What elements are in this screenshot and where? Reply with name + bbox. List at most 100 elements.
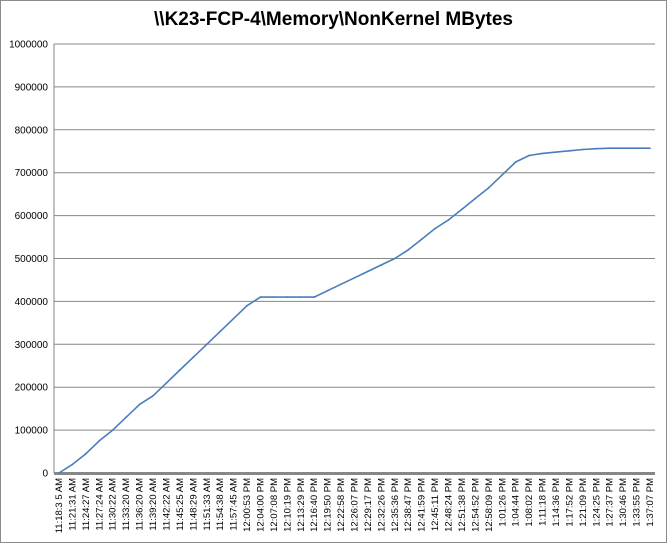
data-point xyxy=(581,148,584,151)
x-tick-label: 12:48:24 PM xyxy=(444,478,455,532)
data-point xyxy=(474,197,477,200)
x-tick-label: 11:39:20 AM xyxy=(148,478,159,531)
data-point xyxy=(84,452,87,455)
x-tick-label: 1:21:09 PM xyxy=(578,478,589,527)
x-tick-label: 1:30:46 PM xyxy=(618,478,629,527)
x-tick-label: 11:54:38 AM xyxy=(215,478,226,531)
x-tick-label: 11:33:20 AM xyxy=(121,478,132,531)
x-tick-label: 1:33:55 PM xyxy=(632,478,643,527)
x-tick-label: 1:17:52 PM xyxy=(564,478,575,527)
data-point xyxy=(568,149,571,152)
chart-title: \\K23-FCP-4\Memory\NonKernel MBytes xyxy=(154,9,513,30)
data-point xyxy=(125,416,128,419)
x-tick-label: 12:29:17 PM xyxy=(363,478,374,532)
data-point xyxy=(380,264,383,266)
x-tick-label: 12:00:53 PM xyxy=(242,478,253,532)
data-point xyxy=(326,289,329,292)
data-point xyxy=(514,161,517,163)
x-axis-line xyxy=(54,472,655,475)
x-tick-label: 1:27:37 PM xyxy=(605,478,616,527)
data-point xyxy=(649,147,651,150)
data-point xyxy=(340,283,342,286)
y-tick-label: 100000 xyxy=(15,426,49,437)
data-point xyxy=(152,394,154,397)
x-tick-label: 1:04:44 PM xyxy=(511,478,522,527)
y-tick-label: 800000 xyxy=(15,125,49,136)
y-tick-label: 300000 xyxy=(15,340,49,351)
data-point xyxy=(622,147,625,150)
y-axis-tick-labels: 0 100000 200000 300000 400000 500000 600000 700… xyxy=(9,40,48,480)
y-tick-label: 1000000 xyxy=(9,40,48,51)
x-tick-label: 1:37:07 PM xyxy=(645,478,656,527)
data-point xyxy=(528,154,531,157)
x-tick-label: 12:26:07 PM xyxy=(350,478,361,532)
x-tick-label: 12:35:36 PM xyxy=(390,478,401,532)
y-tick-label: 0 xyxy=(42,469,48,480)
x-tick-label: 12:04:00 PM xyxy=(255,478,266,532)
x-tick-label: 11:51:33 AM xyxy=(202,478,213,531)
x-tick-label: 12:41:59 PM xyxy=(417,478,428,532)
x-tick-label: 12:10:19 PM xyxy=(282,478,293,532)
data-point xyxy=(407,249,410,251)
y-tick-label: 400000 xyxy=(15,297,49,308)
x-tick-label: 12:45:11 PM xyxy=(430,478,441,531)
data-point xyxy=(138,403,141,406)
x-tick-label: 11:57:45 AM xyxy=(229,478,240,531)
x-tick-label: 12:22:58 PM xyxy=(336,478,347,532)
x-tick-label: 1:14:36 PM xyxy=(551,478,562,527)
data-point xyxy=(165,382,168,384)
data-point xyxy=(393,257,396,260)
x-tick-label: 11:30:22 AM xyxy=(108,478,119,531)
data-point xyxy=(192,356,195,359)
data-point xyxy=(98,439,101,442)
x-tick-label: 12:13:29 PM xyxy=(296,478,307,532)
x-axis-tick-labels: 11:18:3 5 AM 11:21:31 AM 11:24:27 AM 11:27:… xyxy=(54,478,656,533)
data-point xyxy=(286,296,289,299)
axes xyxy=(53,44,655,475)
data-point xyxy=(595,147,598,150)
y-tick-label: 500000 xyxy=(15,254,49,265)
data-point xyxy=(299,296,302,299)
x-tick-label: 11:27:24 AM xyxy=(94,478,105,531)
x-tick-label: 12:54:52 PM xyxy=(470,478,481,532)
series-line xyxy=(58,147,650,474)
x-tick-label: 12:16:40 PM xyxy=(309,478,320,532)
x-tick-label: 1:11:18 PM xyxy=(538,478,549,526)
data-point xyxy=(313,296,316,299)
data-point xyxy=(367,270,369,273)
x-tick-label: 1:01:26 PM xyxy=(497,478,508,527)
data-point xyxy=(273,296,275,299)
y-tick-label: 900000 xyxy=(15,82,49,93)
x-tick-label: 1:08:02 PM xyxy=(524,478,535,527)
x-tick-label: 12:32:26 PM xyxy=(376,478,387,532)
data-point xyxy=(219,330,222,333)
data-point xyxy=(71,463,74,466)
x-tick-label: 11:24:27 AM xyxy=(81,478,92,531)
data-point xyxy=(420,238,423,241)
x-tick-label: 12:58:09 PM xyxy=(484,478,495,532)
data-point xyxy=(205,343,208,346)
data-point xyxy=(487,186,490,189)
x-tick-label: 12:19:50 PM xyxy=(323,478,334,532)
x-tick-label: 11:45:25 AM xyxy=(175,478,186,531)
data-point xyxy=(232,317,235,320)
series xyxy=(58,147,651,474)
data-point xyxy=(178,369,181,371)
data-point xyxy=(259,296,262,299)
x-tick-label: 11:48:29 AM xyxy=(188,478,199,531)
data-point xyxy=(555,151,557,154)
y-tick-label: 700000 xyxy=(15,168,49,179)
data-point xyxy=(58,472,60,474)
data-point xyxy=(635,147,638,150)
data-point xyxy=(608,147,611,150)
data-point xyxy=(447,218,450,221)
y-tick-label: 600000 xyxy=(15,211,49,222)
x-tick-label: 12:38:47 PM xyxy=(403,478,414,532)
gridlines xyxy=(54,43,655,431)
data-point xyxy=(541,152,544,155)
x-tick-label: 1:24:25 PM xyxy=(591,478,602,527)
data-point xyxy=(246,304,248,307)
data-point xyxy=(111,429,114,431)
x-tick-label: 11:21:31 AM xyxy=(67,478,78,531)
